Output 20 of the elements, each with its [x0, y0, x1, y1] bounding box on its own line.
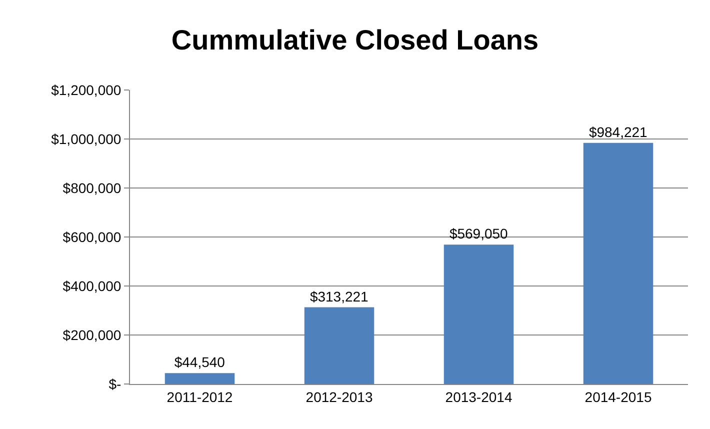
y-tick-label: $400,000: [62, 278, 122, 294]
x-tick-label: 2013-2014: [445, 388, 512, 405]
y-tick-label: $1,000,000: [51, 130, 122, 147]
bar: [583, 142, 654, 384]
x-tick-label: 2011-2012: [166, 388, 233, 405]
data-label: $44,540: [174, 354, 226, 370]
data-label: $569,050: [449, 226, 508, 242]
y-tick-label: $600,000: [62, 228, 122, 245]
bar: [164, 373, 235, 384]
x-tick-label: 2014-2015: [584, 388, 652, 405]
chart-title: Cummulative Closed Loans: [171, 24, 539, 56]
bar: [444, 244, 514, 384]
y-tick-label: $800,000: [62, 180, 122, 196]
data-label: $984,221: [588, 124, 648, 140]
x-tick-label: 2012-2013: [306, 388, 373, 405]
y-tick-label: $200,000: [62, 326, 122, 343]
y-tick-label: $-: [108, 376, 122, 392]
y-tick-label: $1,200,000: [51, 82, 122, 98]
data-label: $313,221: [310, 288, 369, 304]
bar: [304, 307, 374, 384]
